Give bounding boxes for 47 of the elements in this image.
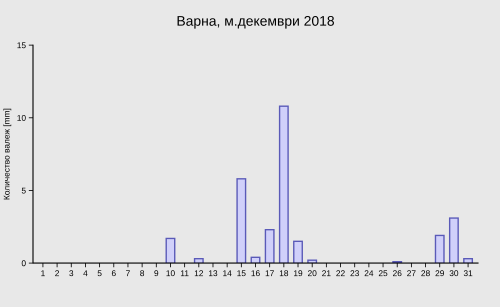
x-tick-label: 26 bbox=[393, 270, 402, 276]
x-tick-label: 14 bbox=[223, 270, 232, 276]
x-tick-label: 13 bbox=[208, 270, 218, 276]
x-tick-label: 12 bbox=[194, 270, 204, 276]
bar bbox=[264, 228, 275, 264]
x-tick-label: 27 bbox=[407, 270, 416, 276]
y-axis-title: Количество валеж [mm] bbox=[3, 108, 12, 200]
x-tick-label: 23 bbox=[350, 270, 359, 276]
x-tick-label: 10 bbox=[166, 270, 175, 276]
x-tick-label: 19 bbox=[294, 270, 302, 276]
x-tick-label: 9 bbox=[154, 270, 158, 276]
y-tick-label: 0 bbox=[22, 260, 26, 266]
x-tick-label: 11 bbox=[180, 270, 189, 276]
bar bbox=[293, 240, 303, 264]
x-tick-label: 6 bbox=[112, 270, 116, 276]
x-tick-label: 15 bbox=[237, 270, 246, 276]
x-tick-label: 4 bbox=[83, 270, 88, 276]
bar bbox=[434, 234, 445, 264]
x-tick-label: 25 bbox=[378, 270, 388, 276]
x-tick-label: 3 bbox=[69, 270, 74, 276]
x-tick-label: 8 bbox=[140, 270, 144, 276]
x-tick-label: 28 bbox=[421, 270, 430, 276]
x-tick-label: 5 bbox=[98, 270, 102, 276]
x-tick-label: 24 bbox=[364, 270, 374, 276]
x-tick-label: 31 bbox=[464, 270, 472, 276]
bar bbox=[463, 258, 474, 264]
x-tick-label: 30 bbox=[450, 270, 458, 276]
x-tick-label: 18 bbox=[280, 270, 288, 276]
bar bbox=[278, 105, 289, 264]
bar bbox=[166, 238, 176, 264]
x-tick-label: 21 bbox=[322, 270, 331, 276]
x-tick-label: 2 bbox=[55, 270, 59, 276]
bar bbox=[194, 258, 204, 264]
bar bbox=[448, 217, 459, 264]
x-tick-label: 22 bbox=[336, 270, 345, 276]
x-tick-label: 17 bbox=[266, 270, 274, 276]
bar bbox=[250, 256, 260, 264]
y-tick-label: 15 bbox=[17, 42, 26, 48]
bar bbox=[236, 178, 246, 264]
x-tick-label: 16 bbox=[252, 270, 260, 276]
chart-title: Варна, м.декември 2018 bbox=[178, 16, 334, 29]
y-tick-label: 5 bbox=[22, 188, 26, 194]
x-tick-label: 7 bbox=[126, 270, 130, 276]
y-tick-label: 10 bbox=[17, 114, 26, 121]
x-tick-label: 1 bbox=[41, 270, 45, 276]
x-tick-label: 20 bbox=[308, 270, 316, 276]
x-tick-label: 29 bbox=[436, 270, 444, 276]
